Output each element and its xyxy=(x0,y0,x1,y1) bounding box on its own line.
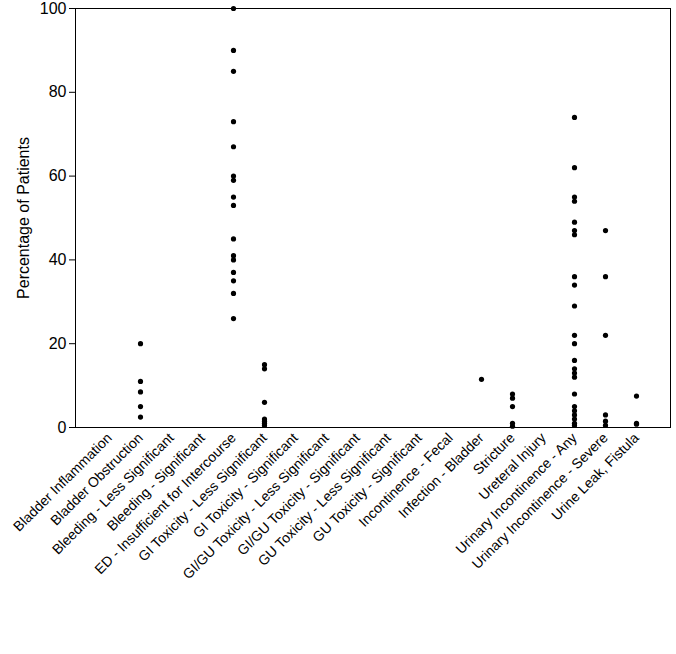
svg-text:Urinary Incontinence - Any: Urinary Incontinence - Any xyxy=(452,429,579,556)
svg-text:GU Toxicity - Significant: GU Toxicity - Significant xyxy=(309,429,425,546)
svg-text:60: 60 xyxy=(49,167,67,184)
svg-text:GI/GU Toxicity - Less Signific: GI/GU Toxicity - Less Significant xyxy=(179,429,332,582)
svg-text:Bladder Inflammation: Bladder Inflammation xyxy=(9,429,115,535)
svg-text:Ureteral Injury: Ureteral Injury xyxy=(475,429,549,503)
svg-text:Stricture: Stricture xyxy=(469,429,518,478)
svg-text:Percentage of Patients: Percentage of Patients xyxy=(15,137,32,299)
svg-text:Incontinence - Fecal: Incontinence - Fecal xyxy=(355,429,456,530)
svg-text:0: 0 xyxy=(58,419,67,436)
svg-text:20: 20 xyxy=(49,335,67,352)
svg-text:Urinary Incontinence - Severe: Urinary Incontinence - Severe xyxy=(469,429,611,571)
svg-text:GI/GU Toxicity - Significant: GI/GU Toxicity - Significant xyxy=(234,429,363,558)
svg-text:100: 100 xyxy=(40,0,67,17)
svg-text:80: 80 xyxy=(49,83,67,100)
svg-text:Infection - Bladder: Infection - Bladder xyxy=(395,429,487,521)
svg-text:ED - Insufficient for Intercou: ED - Insufficient for Intercourse xyxy=(91,429,239,578)
svg-text:Bleeding - Significant: Bleeding - Significant xyxy=(103,429,208,534)
svg-text:GI Toxicity - Less Significant: GI Toxicity - Less Significant xyxy=(134,429,270,565)
svg-text:GI Toxicity - Significant: GI Toxicity - Significant xyxy=(189,429,301,541)
svg-text:Urine Leak, Fistula: Urine Leak, Fistula xyxy=(548,429,642,523)
svg-text:Bleeding - Less Significant: Bleeding - Less Significant xyxy=(48,429,177,558)
svg-text:40: 40 xyxy=(49,251,67,268)
svg-text:Bladder Obstruction: Bladder Obstruction xyxy=(47,429,146,529)
svg-text:GU Toxicity - Less Significant: GU Toxicity - Less Significant xyxy=(254,429,393,568)
